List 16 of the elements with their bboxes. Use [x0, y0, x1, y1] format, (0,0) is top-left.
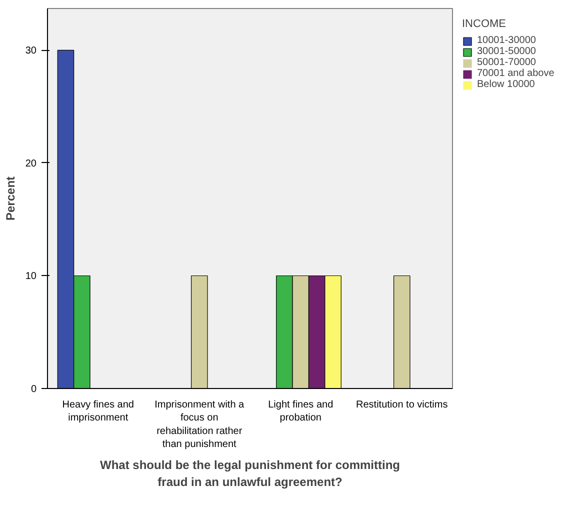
y-axis-title: Percent [3, 176, 18, 221]
legend-label: 30001-50000 [477, 46, 536, 57]
x-tick-label: Heavy fines and imprisonment [62, 400, 134, 424]
x-axis-title: What should be the legal punishment for committing fraud in an unlawful agreement? [100, 458, 400, 489]
x-tick-label: Light fines and probation [268, 400, 334, 424]
y-tick-label: 30 [25, 46, 37, 57]
legend-label: 10001-30000 [477, 35, 536, 46]
y-tick-label: 0 [30, 384, 37, 395]
legend-label: Below 10000 [477, 79, 535, 90]
legend-label: 70001 and above [477, 68, 554, 79]
legend-label: 50001-70000 [477, 57, 536, 68]
y-tick-label: 20 [25, 158, 37, 170]
y-tick-label: 10 [25, 271, 37, 282]
legend-title: INCOME [462, 18, 507, 30]
x-tick-label: Restitution to victims [356, 400, 448, 410]
x-tick-label: Imprisonment with a focus on rehabilitation rather than punishment [154, 400, 245, 450]
